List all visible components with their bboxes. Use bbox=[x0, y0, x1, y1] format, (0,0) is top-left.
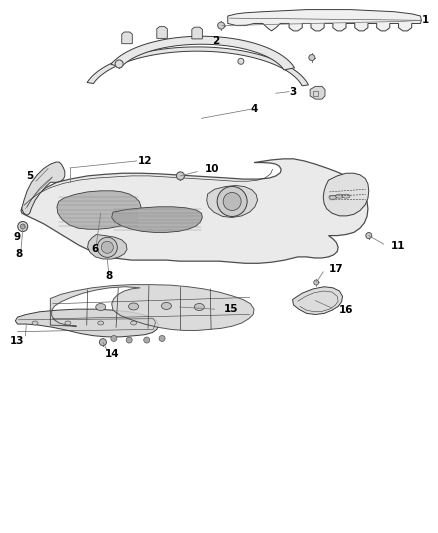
Polygon shape bbox=[87, 47, 308, 86]
Circle shape bbox=[144, 337, 150, 343]
Circle shape bbox=[20, 224, 25, 229]
Ellipse shape bbox=[131, 321, 137, 325]
Text: 10: 10 bbox=[205, 165, 219, 174]
Ellipse shape bbox=[329, 195, 337, 199]
Ellipse shape bbox=[32, 321, 38, 325]
Polygon shape bbox=[207, 185, 258, 217]
Polygon shape bbox=[192, 27, 202, 39]
Text: 1: 1 bbox=[421, 15, 429, 25]
Text: 8: 8 bbox=[105, 271, 112, 281]
Circle shape bbox=[218, 22, 225, 29]
Text: 12: 12 bbox=[138, 156, 152, 166]
Polygon shape bbox=[50, 285, 254, 330]
Polygon shape bbox=[112, 207, 202, 232]
Ellipse shape bbox=[129, 303, 138, 310]
Circle shape bbox=[217, 187, 247, 216]
Circle shape bbox=[115, 60, 123, 68]
Circle shape bbox=[18, 222, 28, 231]
Circle shape bbox=[177, 172, 184, 180]
Polygon shape bbox=[57, 191, 141, 229]
Ellipse shape bbox=[65, 321, 71, 325]
Text: 13: 13 bbox=[10, 336, 25, 346]
Ellipse shape bbox=[342, 194, 350, 198]
Polygon shape bbox=[310, 86, 325, 99]
Text: 9: 9 bbox=[13, 232, 20, 242]
Text: 5: 5 bbox=[26, 171, 33, 181]
Polygon shape bbox=[293, 287, 343, 314]
Circle shape bbox=[309, 54, 315, 61]
Polygon shape bbox=[122, 32, 132, 44]
Circle shape bbox=[159, 335, 165, 342]
Circle shape bbox=[101, 241, 113, 253]
Ellipse shape bbox=[162, 302, 171, 310]
Text: 16: 16 bbox=[339, 305, 353, 315]
Ellipse shape bbox=[96, 303, 106, 311]
Circle shape bbox=[97, 237, 117, 257]
Circle shape bbox=[366, 232, 372, 239]
Text: 8: 8 bbox=[16, 249, 23, 259]
Ellipse shape bbox=[336, 194, 343, 198]
Text: 11: 11 bbox=[391, 241, 405, 251]
Circle shape bbox=[223, 192, 241, 211]
Circle shape bbox=[111, 335, 117, 342]
Text: 3: 3 bbox=[289, 87, 297, 96]
Circle shape bbox=[99, 338, 106, 346]
Ellipse shape bbox=[194, 303, 204, 311]
Polygon shape bbox=[228, 10, 421, 31]
Text: 15: 15 bbox=[223, 304, 238, 314]
Text: 14: 14 bbox=[104, 350, 119, 359]
Text: 2: 2 bbox=[212, 36, 219, 45]
Text: 6: 6 bbox=[92, 245, 99, 254]
Circle shape bbox=[126, 337, 132, 343]
Polygon shape bbox=[21, 159, 368, 263]
Ellipse shape bbox=[98, 321, 104, 325]
Circle shape bbox=[314, 280, 319, 285]
Text: 4: 4 bbox=[251, 104, 258, 114]
Polygon shape bbox=[15, 309, 159, 337]
Polygon shape bbox=[323, 173, 369, 216]
Circle shape bbox=[238, 58, 244, 64]
Polygon shape bbox=[22, 162, 65, 215]
Polygon shape bbox=[111, 36, 295, 70]
Text: 17: 17 bbox=[328, 264, 343, 273]
Polygon shape bbox=[88, 235, 127, 259]
Polygon shape bbox=[157, 27, 167, 38]
